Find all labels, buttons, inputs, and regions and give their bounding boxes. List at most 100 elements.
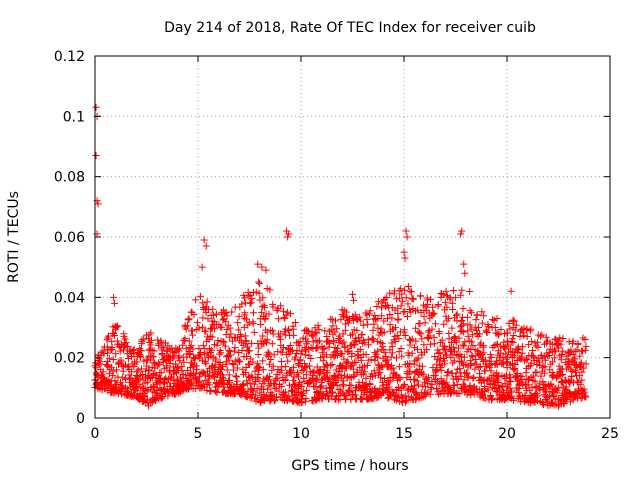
data-point — [374, 370, 382, 378]
data-point — [582, 393, 590, 401]
data-point — [286, 342, 294, 350]
data-point — [122, 339, 130, 347]
data-point — [474, 323, 482, 331]
data-point — [550, 346, 558, 354]
data-point — [92, 152, 100, 160]
data-point — [507, 378, 515, 386]
data-point — [332, 366, 340, 374]
data-point — [135, 394, 143, 402]
data-point — [266, 286, 274, 294]
data-point — [251, 367, 259, 375]
data-point — [266, 372, 274, 380]
data-point — [133, 387, 141, 395]
data-point — [521, 393, 529, 401]
data-point — [330, 353, 338, 361]
data-point — [140, 335, 148, 343]
data-point — [277, 383, 285, 391]
data-point — [443, 369, 451, 377]
data-point — [380, 328, 388, 336]
data-point — [383, 293, 391, 301]
data-point — [410, 344, 418, 352]
data-point — [509, 365, 517, 373]
data-point — [441, 350, 449, 358]
data-point — [374, 347, 382, 355]
data-point — [406, 368, 414, 376]
data-point — [467, 325, 475, 333]
data-point — [580, 364, 588, 372]
data-point — [284, 308, 292, 316]
data-point — [199, 299, 207, 307]
data-point — [363, 315, 371, 323]
data-point — [319, 357, 327, 365]
data-point — [408, 386, 416, 394]
data-point — [458, 227, 466, 235]
data-point — [364, 341, 372, 349]
data-point — [316, 367, 324, 375]
data-point — [320, 373, 328, 381]
data-point — [424, 379, 432, 387]
data-point — [335, 386, 343, 394]
data-point — [564, 393, 572, 401]
data-point — [542, 387, 550, 395]
data-point — [398, 297, 406, 305]
data-point — [440, 320, 448, 328]
data-point — [454, 352, 462, 360]
data-point — [395, 363, 403, 371]
data-point — [448, 299, 456, 307]
data-point — [345, 386, 353, 394]
data-point — [372, 350, 380, 358]
data-point — [199, 323, 207, 331]
x-axis-label: GPS time / hours — [291, 458, 408, 474]
data-point — [331, 328, 339, 336]
data-point — [420, 341, 428, 349]
data-point — [444, 368, 452, 376]
data-point — [265, 310, 273, 318]
x-tick-label: 10 — [292, 426, 310, 442]
data-point — [428, 380, 436, 388]
data-point — [492, 357, 500, 365]
data-point — [402, 227, 410, 235]
data-point — [467, 309, 475, 317]
data-point — [469, 374, 477, 382]
data-point — [290, 331, 298, 339]
data-point — [541, 363, 549, 371]
data-point — [346, 373, 354, 381]
data-point — [122, 375, 130, 383]
data-point — [398, 290, 406, 298]
data-point — [342, 308, 350, 316]
data-point — [424, 301, 432, 309]
data-point — [136, 393, 144, 401]
data-point — [285, 326, 293, 334]
data-point — [388, 343, 396, 351]
data-point — [395, 335, 403, 343]
data-point — [302, 394, 310, 402]
data-point — [311, 328, 319, 336]
data-point — [377, 325, 385, 333]
data-point — [179, 341, 187, 349]
data-point — [423, 346, 431, 354]
data-point — [523, 332, 531, 340]
data-point — [110, 293, 118, 301]
data-point — [430, 340, 438, 348]
data-point — [497, 349, 505, 357]
data-point — [291, 353, 299, 361]
data-point — [323, 332, 331, 340]
data-point — [159, 344, 167, 352]
data-point — [374, 393, 382, 401]
data-point — [404, 283, 412, 291]
y-tick-label: 0.06 — [54, 230, 85, 246]
data-point — [376, 369, 384, 377]
data-point — [242, 369, 250, 377]
data-point — [421, 319, 429, 327]
data-point — [506, 325, 514, 333]
data-point — [95, 361, 103, 369]
x-tick-label: 20 — [498, 426, 516, 442]
data-point — [215, 350, 223, 358]
data-point — [202, 327, 210, 335]
data-point — [258, 263, 266, 271]
data-point — [172, 389, 180, 397]
data-point — [406, 359, 414, 367]
data-point — [393, 332, 401, 340]
data-point — [144, 334, 152, 342]
data-point — [370, 386, 378, 394]
